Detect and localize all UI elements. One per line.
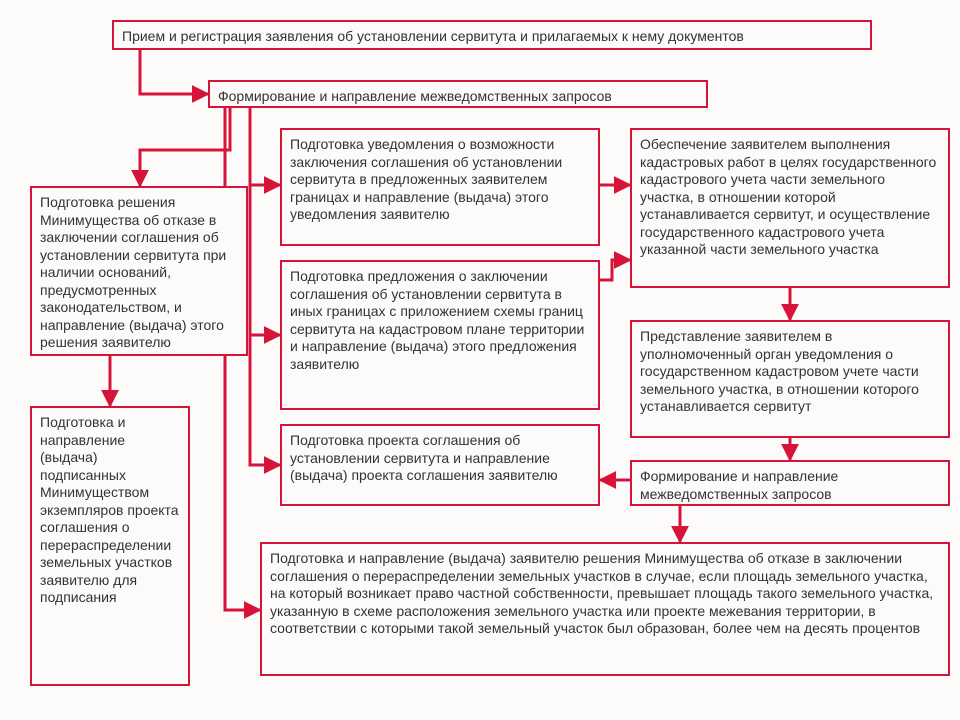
- node-n5-text: Подготовка проекта соглашения об установ…: [290, 432, 558, 483]
- node-n2: Формирование и направление межведомствен…: [208, 80, 708, 108]
- node-n11-text: Подготовка и направление (выдача) заявит…: [270, 550, 933, 636]
- node-n5: Подготовка проекта соглашения об установ…: [280, 424, 600, 506]
- edge-n2-n9: [140, 108, 230, 186]
- node-n4-text: Подготовка предложения о заключении согл…: [290, 268, 584, 372]
- node-n3: Подготовка уведомления о возможности зак…: [280, 128, 600, 246]
- node-n11: Подготовка и направление (выдача) заявит…: [260, 542, 950, 676]
- node-n7: Представление заявителем в уполномоченны…: [630, 320, 950, 438]
- node-n2-text: Формирование и направление межведомствен…: [218, 88, 612, 104]
- edge-n1-n2: [140, 50, 208, 94]
- edge-n2-n3: [250, 108, 280, 185]
- edge-n2-n5: [250, 108, 280, 465]
- node-n3-text: Подготовка уведомления о возможности зак…: [290, 136, 562, 222]
- node-n4: Подготовка предложения о заключении согл…: [280, 260, 600, 410]
- node-n9: Подготовка решения Минимущества об отказ…: [30, 186, 248, 356]
- edge-n2-n4: [250, 108, 280, 335]
- edge-n4-n6: [600, 260, 630, 280]
- node-n1: Прием и регистрация заявления об установ…: [112, 20, 872, 50]
- node-n9-text: Подготовка решения Минимущества об отказ…: [40, 194, 226, 350]
- node-n6: Обеспечение заявителем выполнения кадаст…: [630, 128, 950, 288]
- edge-n2-n11: [225, 108, 260, 610]
- node-n8: Формирование и направление межведомствен…: [630, 460, 950, 506]
- node-n1-text: Прием и регистрация заявления об установ…: [122, 28, 744, 44]
- node-n8-text: Формирование и направление межведомствен…: [640, 468, 838, 502]
- node-n10-text: Подготовка и направление (выдача) подпис…: [40, 414, 179, 605]
- node-n7-text: Представление заявителем в уполномоченны…: [640, 328, 919, 414]
- node-n6-text: Обеспечение заявителем выполнения кадаст…: [640, 136, 936, 257]
- node-n10: Подготовка и направление (выдача) подпис…: [30, 406, 190, 686]
